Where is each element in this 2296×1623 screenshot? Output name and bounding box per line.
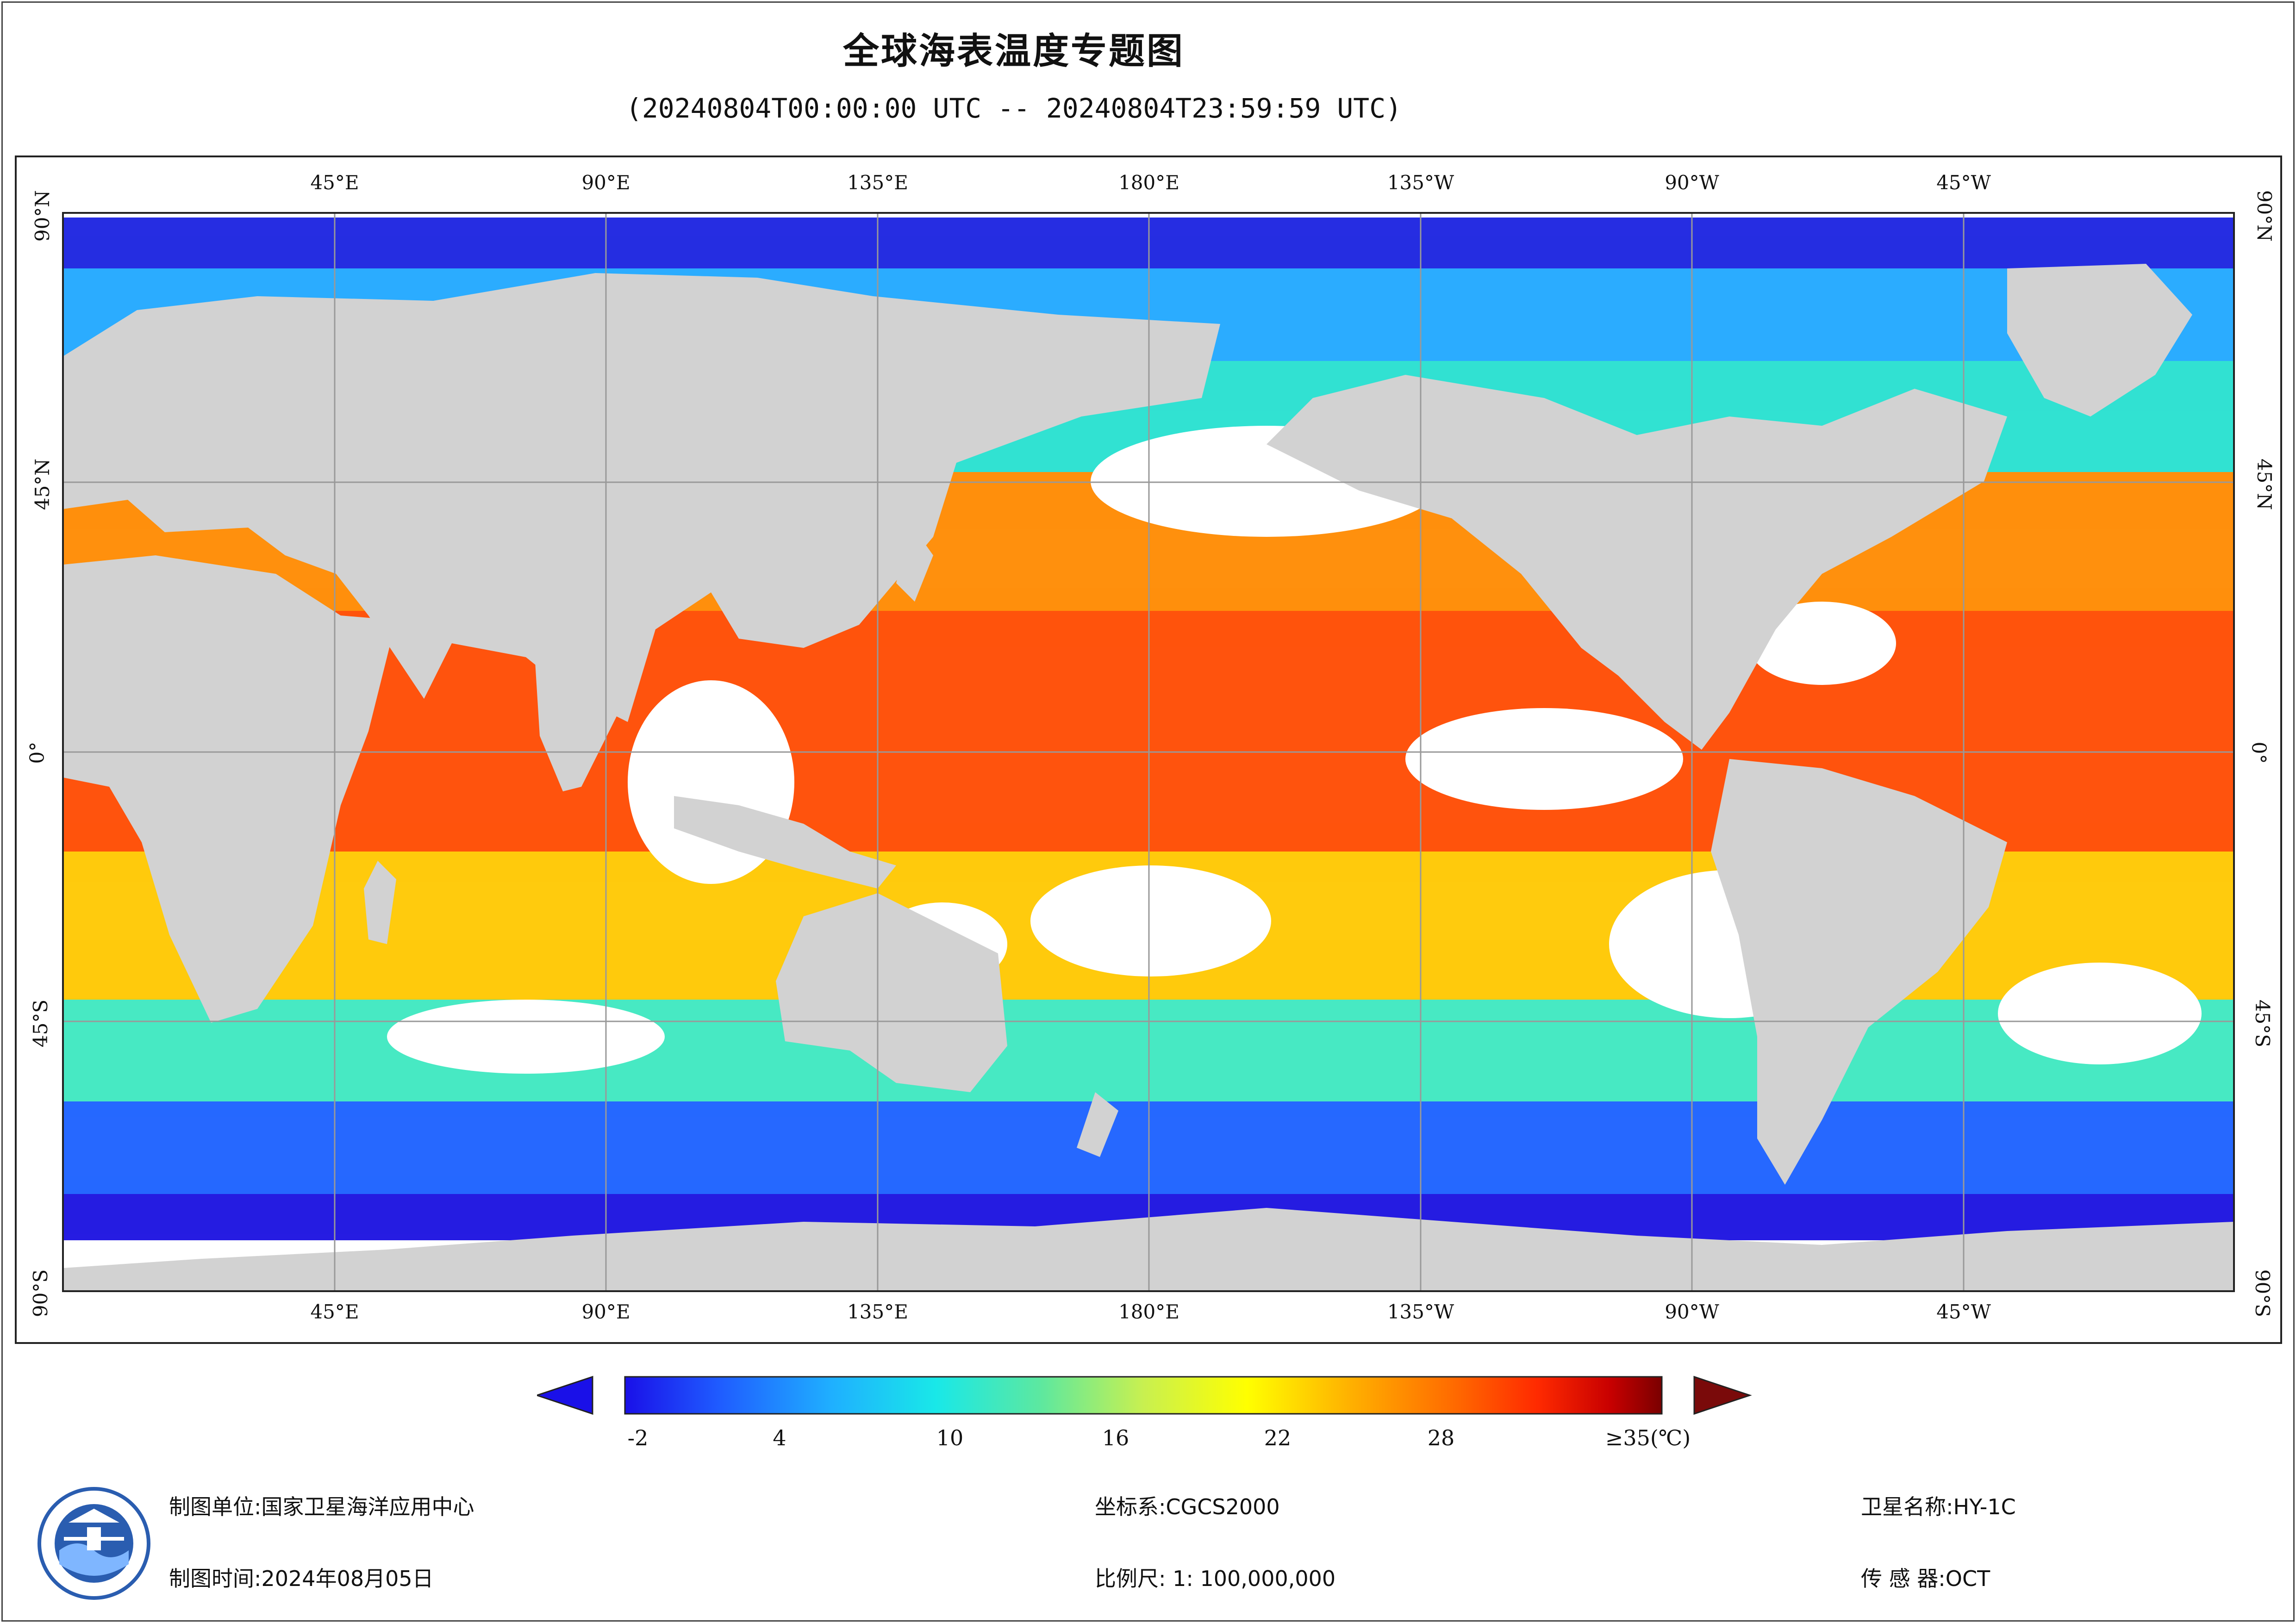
lat-label-left: 90°N xyxy=(31,190,54,242)
lon-label-top: 90°W xyxy=(1665,171,1719,194)
sst-map xyxy=(62,212,2235,1292)
colorbar-label: -2 xyxy=(627,1425,649,1450)
colorbar-label: 10 xyxy=(936,1425,964,1450)
land-australia xyxy=(776,893,1007,1092)
coordinate-system: 坐标系:CGCS2000 xyxy=(1095,1494,1280,1519)
map-frame: 45°E 90°E 135°E 180°E 135°W 90°W 45°W 45… xyxy=(15,155,2282,1344)
lat-label-right: 45°N xyxy=(2253,458,2276,510)
lon-label-top: 45°E xyxy=(310,171,359,194)
colorbar: -2 4 10 16 22 28 ≥35(℃) xyxy=(535,1370,1759,1453)
colorbar-label: 4 xyxy=(773,1425,786,1450)
nsoas-logo xyxy=(37,1487,150,1600)
lon-label-top: 90°E xyxy=(581,171,630,194)
graticule xyxy=(63,213,2234,1291)
land-greenland xyxy=(2007,264,2192,417)
lon-label-bottom: 90°E xyxy=(581,1300,630,1323)
time-range-subtitle: (20240804T00:00:00 UTC -- 20240804T23:59… xyxy=(625,93,1402,124)
producer-unit: 制图单位:国家卫星海洋应用中心 xyxy=(169,1494,474,1519)
colorbar-label: 22 xyxy=(1264,1425,1292,1450)
lon-label-top: 135°E xyxy=(847,171,908,194)
plot-border xyxy=(62,212,2235,1292)
lon-label-bottom: 45°E xyxy=(310,1300,359,1323)
page-title: 全球海表温度专题图 xyxy=(842,31,1185,72)
lon-label-bottom: 45°W xyxy=(1936,1300,1991,1323)
land-madagascar xyxy=(364,861,396,944)
colorbar-label: 16 xyxy=(1102,1425,1129,1450)
lon-label-bottom: 135°W xyxy=(1387,1300,1454,1323)
lon-label-top: 45°W xyxy=(1936,171,1991,194)
satellite-name: 卫星名称:HY-1C xyxy=(1861,1494,2016,1519)
production-date: 制图时间:2024年08月05日 xyxy=(169,1566,434,1591)
colorbar-ramp xyxy=(624,1376,1663,1415)
colorbar-label: ≥35(℃) xyxy=(1605,1425,1691,1450)
map-scale: 比例尺: 1: 100,000,000 xyxy=(1095,1566,1336,1591)
land-north-america xyxy=(1267,375,2007,750)
land-indonesia xyxy=(674,796,896,889)
lon-label-bottom: 90°W xyxy=(1665,1300,1719,1323)
land-eurasia xyxy=(63,273,1220,722)
colorbar-graphic xyxy=(535,1375,1752,1415)
land-india xyxy=(535,662,618,791)
colorbar-under-arrow xyxy=(535,1375,593,1415)
lat-label-left: 0° xyxy=(25,741,49,764)
lat-label-right: 0° xyxy=(2247,741,2271,764)
land-africa xyxy=(63,555,396,1023)
lon-label-top: 135°W xyxy=(1387,171,1454,194)
lon-label-top: 180°E xyxy=(1118,171,1179,194)
colorbar-label: 28 xyxy=(1427,1425,1455,1450)
lat-label-left: 45°N xyxy=(31,458,54,510)
lon-label-bottom: 135°E xyxy=(847,1300,908,1323)
lat-label-right: 90°N xyxy=(2253,190,2276,242)
lon-label-bottom: 180°E xyxy=(1118,1300,1179,1323)
land-japan xyxy=(896,523,933,602)
lat-label-left: 45°S xyxy=(29,999,52,1048)
lat-label-left: 90°S xyxy=(29,1269,52,1318)
lat-label-right: 45°S xyxy=(2251,999,2274,1048)
lat-label-right: 90°S xyxy=(2251,1269,2274,1318)
colorbar-over-arrow xyxy=(1693,1375,1752,1415)
land-new-zealand xyxy=(1077,1092,1118,1157)
sensor-name: 传 感 器:OCT xyxy=(1861,1566,1990,1591)
land-south-america xyxy=(1711,759,2007,1185)
